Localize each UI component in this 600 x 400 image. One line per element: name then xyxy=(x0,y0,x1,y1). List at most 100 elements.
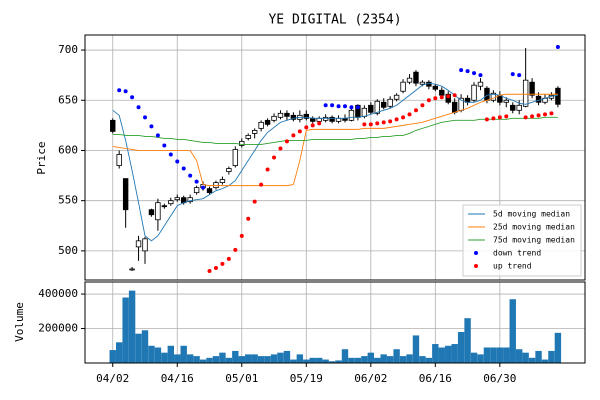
moving-average-line xyxy=(112,116,558,145)
trend-marker xyxy=(401,115,406,120)
trend-marker xyxy=(478,73,483,78)
candle-body xyxy=(335,117,342,122)
volume-bar xyxy=(515,349,523,363)
volume-bar xyxy=(109,350,116,363)
trend-marker xyxy=(278,146,283,151)
trend-marker xyxy=(452,93,457,98)
trend-marker xyxy=(155,133,160,138)
candle-body xyxy=(477,81,484,87)
trend-marker xyxy=(220,261,225,266)
trend-marker xyxy=(291,133,296,138)
trend-marker xyxy=(497,115,502,120)
candle-body xyxy=(393,94,400,100)
moving-average-line xyxy=(112,82,558,242)
volume-bar xyxy=(554,332,562,363)
legend-label: 5d moving median xyxy=(493,210,570,219)
candle-body xyxy=(239,141,245,146)
trend-marker xyxy=(310,123,315,128)
trend-marker xyxy=(484,117,489,122)
candle-body xyxy=(510,104,516,111)
trend-marker xyxy=(265,167,270,172)
candle-body xyxy=(271,115,277,121)
trend-marker xyxy=(181,166,186,171)
volume-bar xyxy=(354,357,362,363)
volume-bar xyxy=(283,350,291,363)
y-axis-label: Price xyxy=(35,141,48,174)
volume-bar xyxy=(451,344,458,363)
volume-bar xyxy=(186,354,194,363)
volume-bar xyxy=(122,297,129,363)
legend-label: down trend xyxy=(493,249,541,258)
trend-marker xyxy=(465,69,470,74)
volume-bar xyxy=(128,290,136,363)
volume-bar xyxy=(457,331,465,363)
y-axis-label: Volume xyxy=(13,302,26,342)
trend-marker xyxy=(130,95,135,100)
candle-body xyxy=(503,99,509,103)
candle-body xyxy=(174,197,180,201)
trend-marker xyxy=(233,247,238,252)
trend-marker xyxy=(530,114,535,119)
volume-bar xyxy=(328,361,336,363)
volume-bar xyxy=(541,359,549,363)
volume-bar xyxy=(296,354,304,363)
trend-marker xyxy=(355,105,360,110)
trend-marker xyxy=(297,129,302,134)
trend-marker xyxy=(226,256,231,261)
volume-bar xyxy=(496,347,504,363)
x-tick-label: 04/16 xyxy=(161,372,194,385)
candle-body xyxy=(193,187,200,194)
volume-bar xyxy=(490,347,497,363)
candle-body xyxy=(303,113,309,119)
volume-bar xyxy=(419,356,426,363)
volume-bar xyxy=(219,352,226,363)
trend-marker xyxy=(536,113,541,118)
trend-marker xyxy=(194,179,199,184)
volume-bar xyxy=(522,352,529,363)
trend-marker xyxy=(375,121,380,126)
x-tick-label: 06/02 xyxy=(354,372,387,385)
y-tick-label: 600 xyxy=(58,143,78,156)
x-tick-label: 05/01 xyxy=(225,372,258,385)
candle-body xyxy=(258,121,264,129)
candle-body xyxy=(226,168,232,172)
y-tick-label: 400000 xyxy=(38,287,78,300)
candle-body xyxy=(142,238,148,252)
trend-marker xyxy=(433,96,438,101)
volume-bar xyxy=(141,330,149,363)
trend-marker xyxy=(420,103,425,108)
trend-marker xyxy=(252,199,257,204)
trend-marker xyxy=(213,265,218,270)
volume-bar xyxy=(341,349,349,363)
candle-body xyxy=(348,109,355,121)
candle-body xyxy=(400,81,406,92)
trend-marker xyxy=(517,73,522,78)
trend-marker xyxy=(491,116,496,121)
volume-bar xyxy=(232,350,239,363)
legend-box xyxy=(462,204,582,277)
legend-label: 25d moving median xyxy=(493,223,575,232)
volume-bar xyxy=(251,354,258,363)
trend-marker xyxy=(323,103,328,108)
candle-body xyxy=(529,81,535,96)
trend-marker xyxy=(472,71,477,76)
legend: 5d moving median 25d moving median 75d mov… xyxy=(462,204,582,277)
trend-marker xyxy=(555,45,560,50)
x-tick-label: 05/19 xyxy=(290,372,323,385)
y-tick-label: 500 xyxy=(58,244,78,257)
trend-marker xyxy=(207,268,212,273)
candle-body xyxy=(419,81,426,85)
legend-label: up trend xyxy=(493,262,532,271)
y-tick-label: 700 xyxy=(58,43,78,56)
candle-body xyxy=(245,135,251,139)
candle-body xyxy=(535,95,542,103)
volume-bar xyxy=(161,352,168,363)
trend-marker xyxy=(394,117,399,122)
candle-body xyxy=(187,197,193,203)
trend-marker xyxy=(407,112,412,117)
volume-bar xyxy=(464,318,471,363)
volume-bar xyxy=(477,354,484,363)
candle-body xyxy=(329,116,335,122)
trend-marker xyxy=(136,105,141,110)
